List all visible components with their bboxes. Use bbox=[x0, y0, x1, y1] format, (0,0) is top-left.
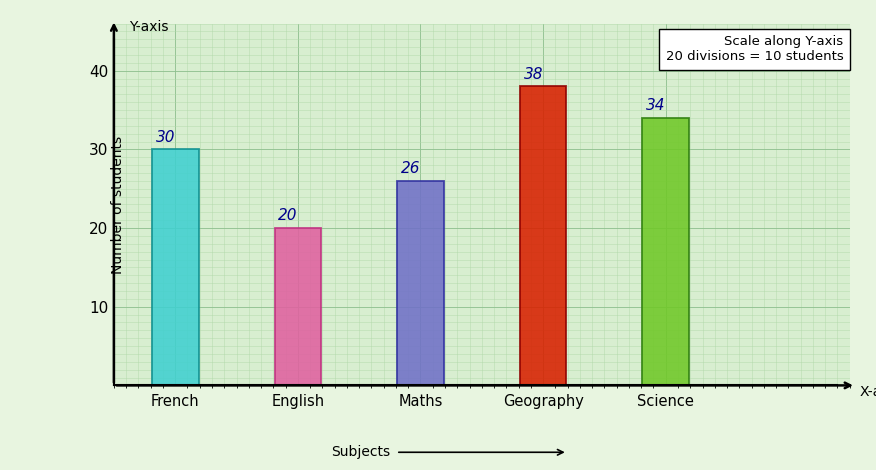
Text: 38: 38 bbox=[524, 67, 543, 82]
Text: 34: 34 bbox=[646, 98, 666, 113]
Bar bbox=[642, 118, 689, 385]
Text: Scale along Y-axis
20 divisions = 10 students: Scale along Y-axis 20 divisions = 10 stu… bbox=[666, 35, 844, 63]
Text: 20: 20 bbox=[279, 208, 298, 223]
Bar bbox=[397, 181, 444, 385]
Bar bbox=[519, 86, 567, 385]
Text: X-axis: X-axis bbox=[859, 384, 876, 399]
Text: 30: 30 bbox=[156, 130, 175, 145]
Text: 26: 26 bbox=[401, 161, 420, 176]
Bar bbox=[152, 149, 199, 385]
Text: Subjects: Subjects bbox=[331, 445, 390, 459]
Text: Y-axis: Y-axis bbox=[129, 20, 168, 34]
Bar bbox=[274, 228, 321, 385]
Text: Number of students: Number of students bbox=[110, 135, 124, 274]
